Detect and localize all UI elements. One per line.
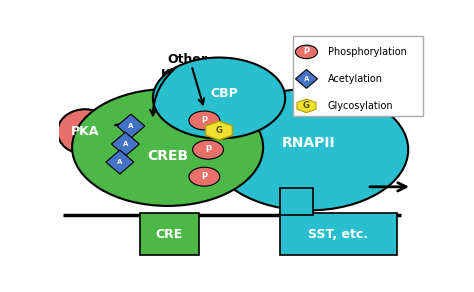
Circle shape xyxy=(192,140,223,159)
Text: G: G xyxy=(216,126,222,135)
Text: CRE: CRE xyxy=(156,227,183,241)
Circle shape xyxy=(189,111,220,130)
Circle shape xyxy=(72,89,263,206)
Polygon shape xyxy=(106,150,134,174)
Text: CREB: CREB xyxy=(147,150,188,164)
Text: A: A xyxy=(128,123,134,129)
Text: Phosphorylation: Phosphorylation xyxy=(328,47,407,57)
Circle shape xyxy=(189,167,220,186)
Polygon shape xyxy=(206,121,232,140)
Circle shape xyxy=(295,45,318,59)
Text: RNAPII: RNAPII xyxy=(282,136,336,150)
Text: Glycosylation: Glycosylation xyxy=(328,101,393,111)
Text: A: A xyxy=(304,76,309,82)
Polygon shape xyxy=(297,99,316,113)
Bar xyxy=(292,36,423,116)
Bar xyxy=(280,188,313,215)
Polygon shape xyxy=(117,114,145,138)
Polygon shape xyxy=(111,132,139,156)
Ellipse shape xyxy=(57,109,112,154)
Text: A: A xyxy=(123,141,128,147)
Text: Acetylation: Acetylation xyxy=(328,74,383,84)
Polygon shape xyxy=(295,69,318,88)
Bar xyxy=(140,213,199,256)
Text: P: P xyxy=(205,145,211,154)
Text: P: P xyxy=(201,116,208,125)
Text: SST, etc.: SST, etc. xyxy=(309,227,368,241)
Text: G: G xyxy=(303,101,310,110)
Text: P: P xyxy=(303,47,310,56)
Text: A: A xyxy=(117,159,123,165)
Circle shape xyxy=(210,89,408,211)
Text: Other
Kinases: Other Kinases xyxy=(161,53,215,81)
Text: P: P xyxy=(201,172,208,181)
Text: CBP: CBP xyxy=(210,87,238,100)
Circle shape xyxy=(153,58,285,138)
Bar xyxy=(280,213,397,256)
Text: PKA: PKA xyxy=(71,125,99,138)
